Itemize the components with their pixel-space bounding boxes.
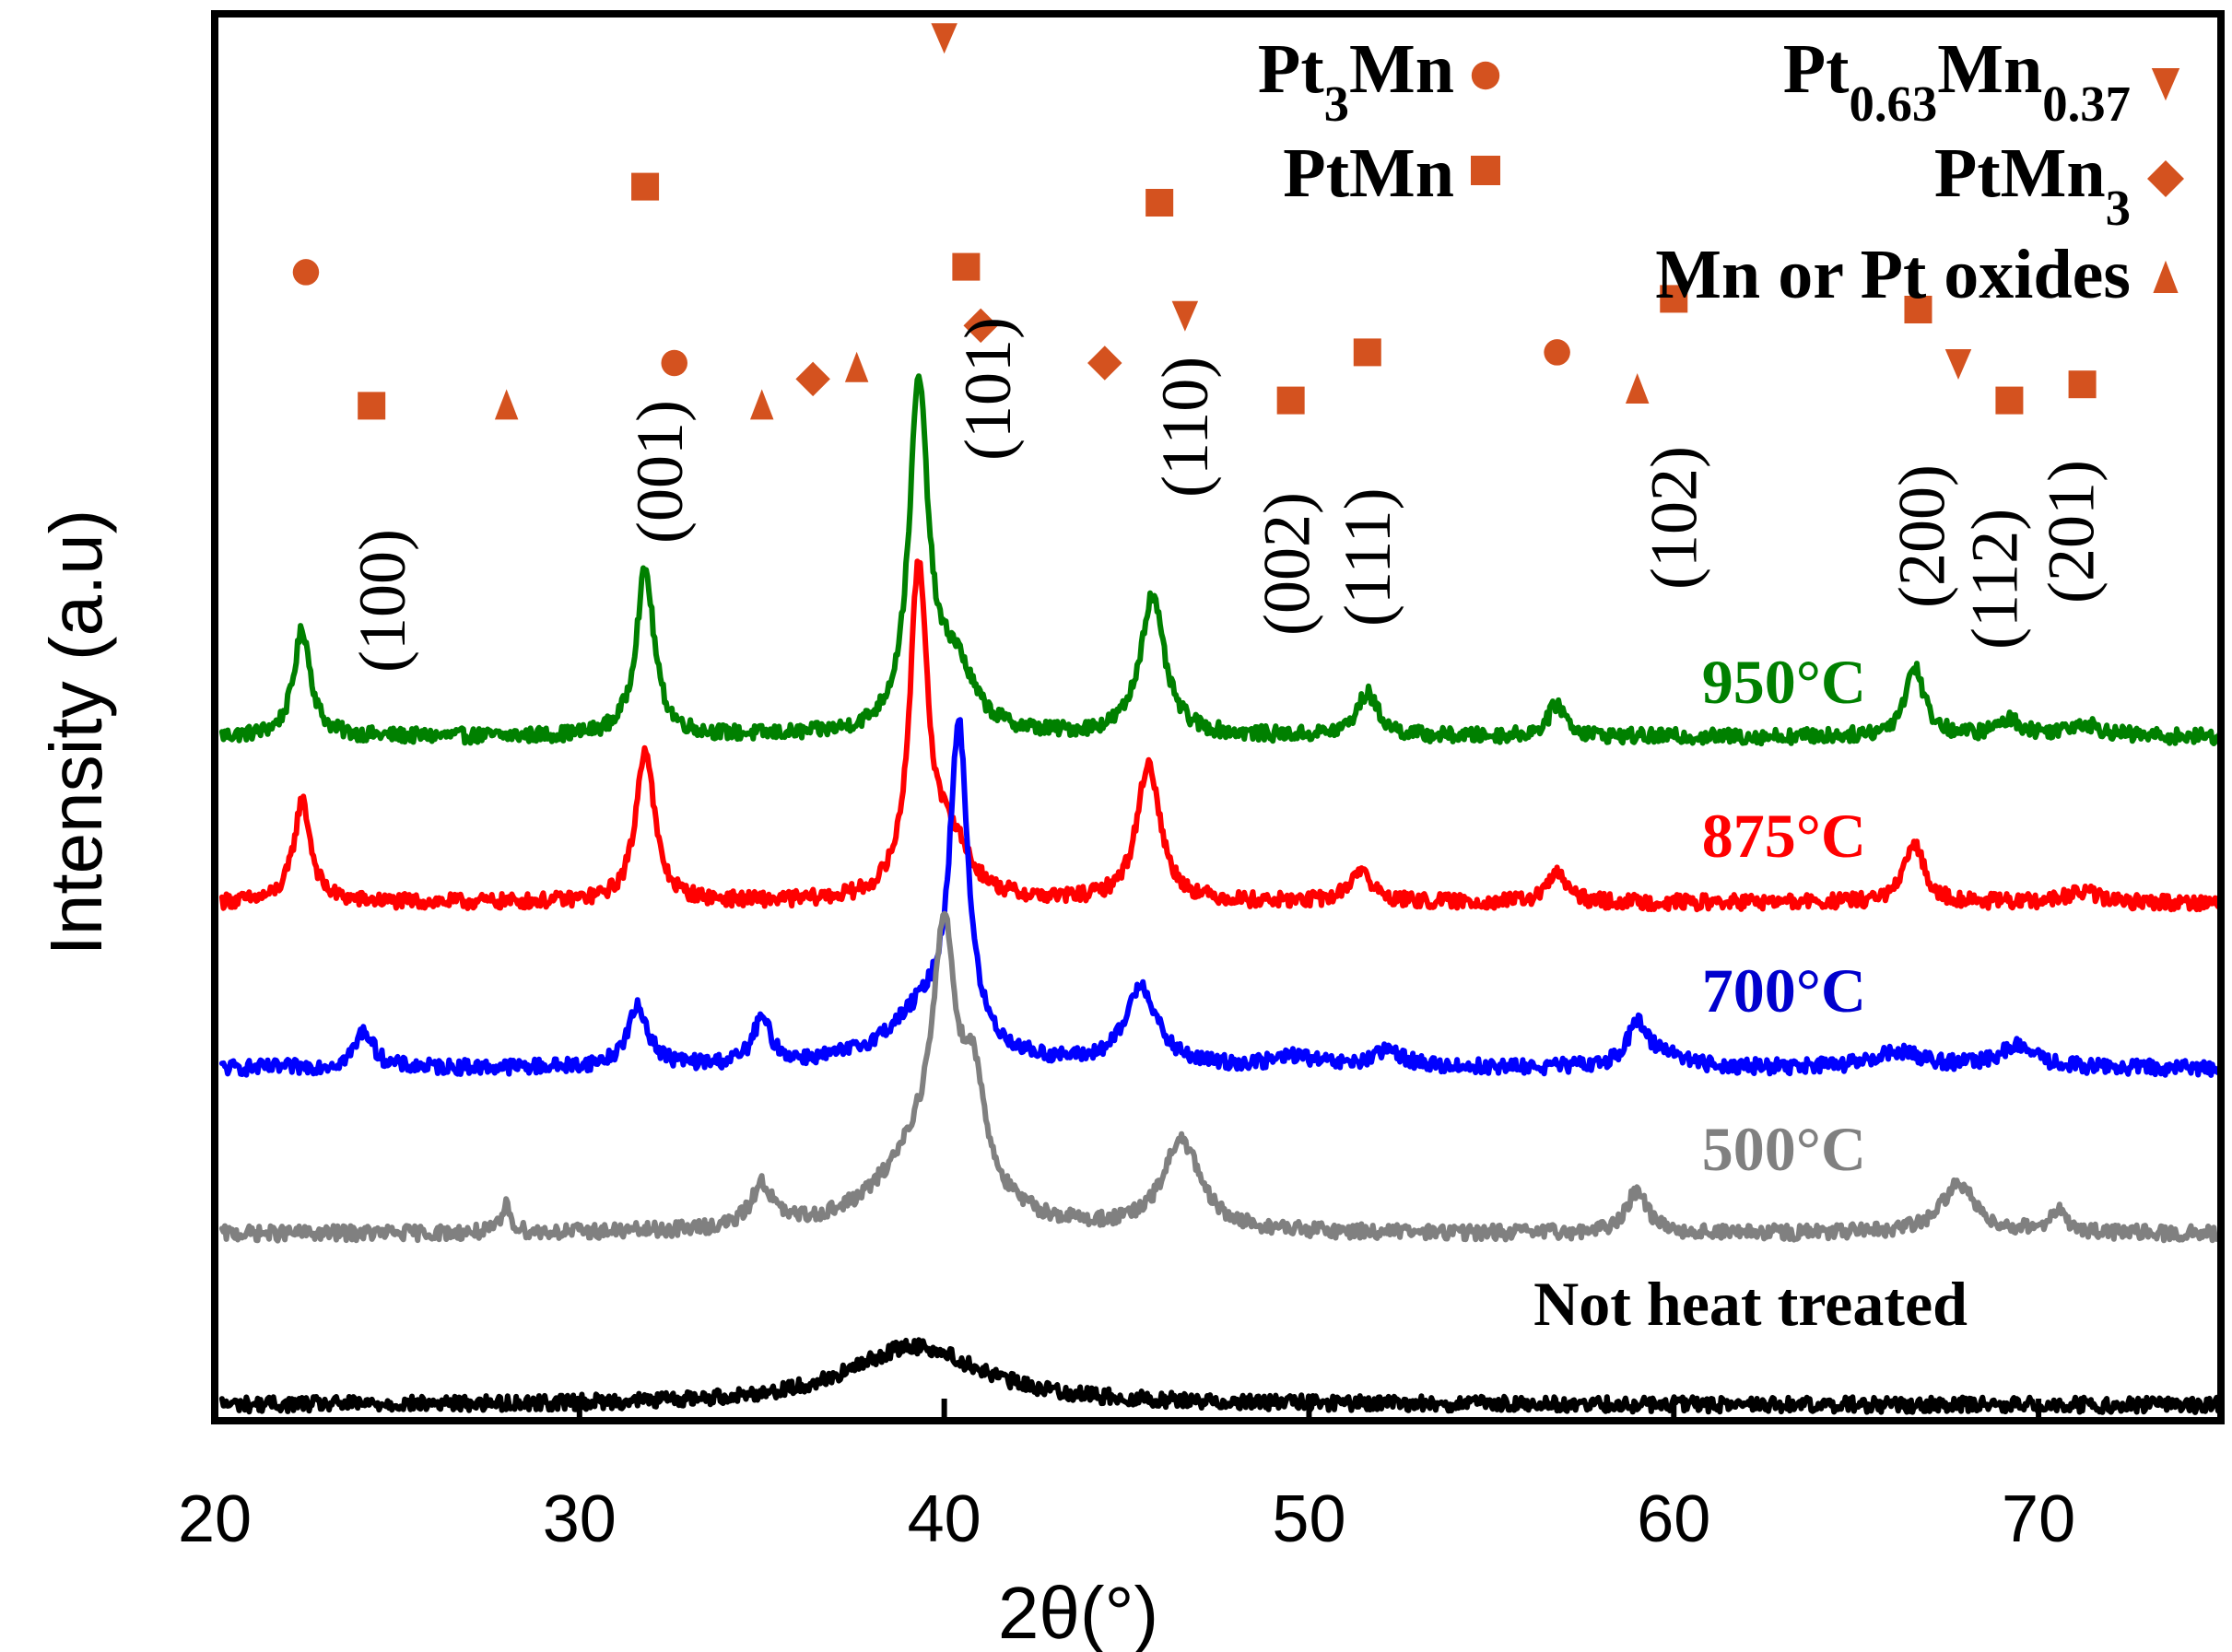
x-tick-label: 20 — [178, 1482, 252, 1556]
phase-marker-square — [1145, 189, 1174, 217]
x-tick-label: 60 — [1637, 1482, 1710, 1556]
hkl-label: (200) — [1885, 464, 1958, 608]
y-axis-title: Intensity (a.u) — [35, 510, 117, 956]
phase-marker-triangle-up — [844, 351, 869, 382]
legend-marker-circle — [1471, 61, 1500, 90]
x-tick-label: 40 — [908, 1482, 981, 1556]
phase-marker-square — [952, 252, 981, 281]
phase-markers-layer — [292, 23, 2097, 420]
hkl-label: (101) — [951, 317, 1025, 461]
trace-950-c — [218, 373, 2224, 747]
legend-label: Pt0.63Mn0.37 — [1783, 30, 2131, 132]
trace-700-c — [218, 717, 2224, 1078]
temperature-labels-layer: 950°C 875°C 700°C 500°C Not heat treated — [1533, 647, 1968, 1339]
x-tick-label: 50 — [1272, 1482, 1345, 1556]
plot-frame — [211, 10, 2225, 1424]
hkl-label: (001) — [623, 400, 697, 544]
hkl-label: (002) — [1251, 492, 1324, 636]
traces-layer — [218, 373, 2224, 1415]
phase-marker-square — [2068, 370, 2097, 399]
legend-marker-triangle-up — [2153, 260, 2179, 293]
trace-875-c — [218, 558, 2224, 913]
legend-label: PtMn3 — [1934, 135, 2131, 236]
phase-marker-circle — [292, 259, 320, 286]
trace-500-c — [218, 910, 2224, 1244]
phase-marker-triangle-up — [749, 389, 774, 420]
phase-marker-triangle-down — [931, 23, 957, 54]
phase-marker-circle — [661, 349, 687, 377]
hkl-label: (100) — [346, 529, 419, 673]
legend-marker-triangle-down — [2151, 68, 2180, 101]
hkl-label: (111) — [1331, 487, 1404, 627]
x-axis-title: 2θ(°) — [998, 1572, 1158, 1652]
temperature-label: 500°C — [1702, 1114, 1866, 1184]
legend-label: Mn or Pt oxides — [1655, 236, 2131, 313]
phase-marker-diamond — [1087, 346, 1122, 381]
legend-label: PtMn — [1283, 135, 1454, 212]
phase-marker-square — [1660, 285, 1688, 313]
phase-marker-triangle-up — [1625, 373, 1650, 404]
trace-not-heat-treated — [218, 1337, 2224, 1415]
phase-marker-diamond — [963, 308, 998, 344]
temperature-label: 700°C — [1702, 955, 1866, 1025]
x-axis: 20 30 40 50 60 70 — [178, 1399, 2075, 1556]
phase-marker-triangle-down — [1944, 349, 1972, 380]
legend-marker-diamond — [2147, 160, 2184, 197]
x-tick-label: 70 — [2002, 1482, 2075, 1556]
phase-marker-circle — [1544, 339, 1570, 366]
temperature-label: 950°C — [1702, 647, 1866, 717]
x-tick-label: 30 — [543, 1482, 617, 1556]
phase-marker-triangle-up — [494, 389, 519, 420]
legend-marker-square — [1471, 156, 1500, 185]
hkl-label: (201) — [2035, 460, 2109, 603]
hkl-label: (110) — [1148, 357, 1222, 498]
phase-marker-square — [631, 172, 660, 201]
phase-marker-square — [1995, 386, 2024, 415]
legend-label: Pt3Mn — [1258, 30, 1454, 132]
temperature-label: Not heat treated — [1533, 1269, 1968, 1339]
phase-marker-triangle-down — [1171, 300, 1199, 332]
phase-marker-diamond — [795, 361, 830, 397]
hkl-label: (112) — [1958, 509, 2032, 650]
hkl-labels-layer: (100) (001) (101) (110) (002) (111) (102) (200)… — [346, 317, 2109, 673]
hkl-label: (102) — [1637, 446, 1710, 590]
phase-marker-square — [1904, 296, 1932, 323]
phase-marker-square — [1276, 386, 1305, 415]
phase-marker-square — [358, 392, 386, 420]
phase-marker-square — [1353, 338, 1381, 367]
temperature-label: 875°C — [1702, 801, 1866, 871]
